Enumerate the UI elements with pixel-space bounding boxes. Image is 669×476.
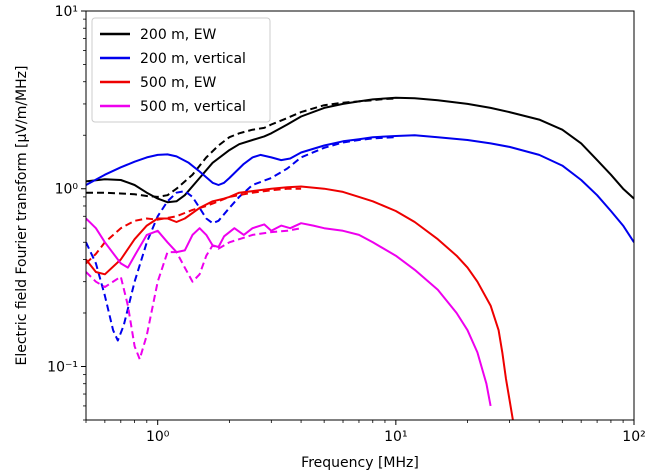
series-line-3 — [86, 134, 634, 243]
legend-box — [91, 17, 271, 123]
series-layer — [86, 96, 634, 420]
series-line-1 — [86, 96, 634, 204]
x-tick-label: 10¹ — [384, 429, 407, 445]
plot-frame — [85, 10, 635, 421]
series-line-8 — [86, 227, 302, 361]
series-line-5 — [86, 185, 514, 420]
y-axis-label: Electric field Fourier transform [μV/m/M… — [14, 66, 30, 366]
y-tick-label: 10⁻¹ — [47, 359, 78, 375]
x-axis-label: Frequency [MHz] — [301, 455, 419, 471]
series-line-2 — [86, 97, 396, 198]
x-tick-label: 10² — [622, 429, 645, 445]
y-tick-label: 10¹ — [55, 4, 78, 20]
series-line-4 — [86, 136, 396, 342]
legend-entry-label: 200 m, vertical — [140, 51, 246, 67]
legend-entry-label: 500 m, EW — [140, 75, 217, 91]
x-tick-label: 10⁰ — [146, 429, 170, 445]
series-line-6 — [86, 187, 302, 265]
ticks-layer: 10⁰ 10¹ 10² 10⁻¹ 10⁰ 10¹ — [47, 4, 646, 445]
legend-entry-label: 200 m, EW — [140, 27, 217, 43]
legend: 200 m, EW 200 m, vertical 500 m, EW 500 m, … — [91, 17, 271, 123]
legend-entry-label: 500 m, vertical — [140, 99, 246, 115]
y-tick-label: 10⁰ — [55, 182, 79, 198]
series-line-7 — [86, 217, 492, 407]
